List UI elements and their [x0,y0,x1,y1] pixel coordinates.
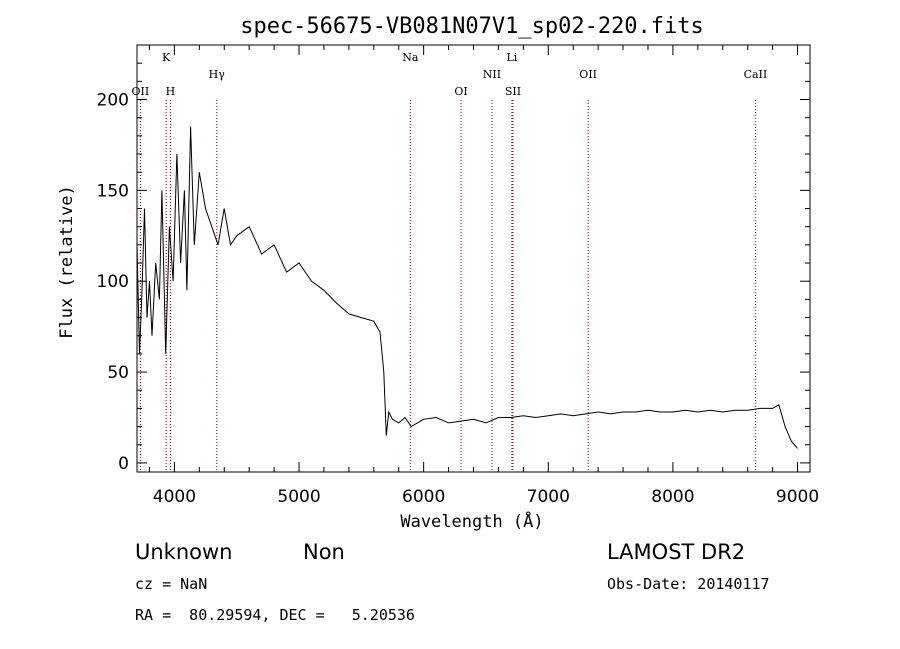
spectral-line-label: K [162,51,171,64]
y-tick-label: 50 [107,363,129,383]
object-subclass: Non [303,540,345,564]
x-tick-label: 4000 [153,487,196,507]
y-tick-label: 150 [97,181,129,201]
spectral-line-label: H [166,85,176,98]
spectral-line-markers: OII K H Hγ Na OI NII Li SII OII CaII [132,51,768,472]
x-tick-label: 6000 [402,487,445,507]
survey-name: LAMOST DR2 [607,540,745,564]
spectral-line-label: CaII [744,68,768,81]
plot-frame [136,44,811,473]
chart-title: spec-56675-VB081N07V1_sp02-220.fits [240,14,704,39]
coordinates: RA = 80.29594, DEC = 5.20536 [135,606,415,624]
x-tick-label: 9000 [776,487,819,507]
redshift-cz: cz = NaN [135,575,207,593]
y-axis-ticks: 0 50 100 150 200 [97,62,810,474]
x-tick-label: 8000 [651,487,694,507]
spectral-line-label: NII [483,68,501,81]
y-axis-label: Flux (relative) [57,185,77,339]
spectral-line-label: OII [579,68,597,81]
spectral-line-label: SII [505,85,521,98]
spectral-line-label: OI [454,85,467,98]
spectral-line-label: Li [506,51,517,64]
object-class: Unknown [135,540,232,564]
x-axis-ticks: 4000 5000 6000 7000 8000 9000 [148,45,819,507]
x-tick-label: 7000 [527,487,570,507]
spectral-line-label: Na [402,51,419,64]
spectral-line-label: OII [132,85,150,98]
y-tick-label: 100 [97,272,129,292]
y-tick-label: 200 [97,91,129,111]
y-tick-label: 0 [118,454,129,474]
x-axis-label: Wavelength (Å) [400,510,543,532]
observation-date: Obs-Date: 20140117 [607,575,770,593]
x-tick-label: 5000 [277,487,320,507]
spectral-line-label: Hγ [209,68,226,81]
spectrum-line [136,126,798,449]
